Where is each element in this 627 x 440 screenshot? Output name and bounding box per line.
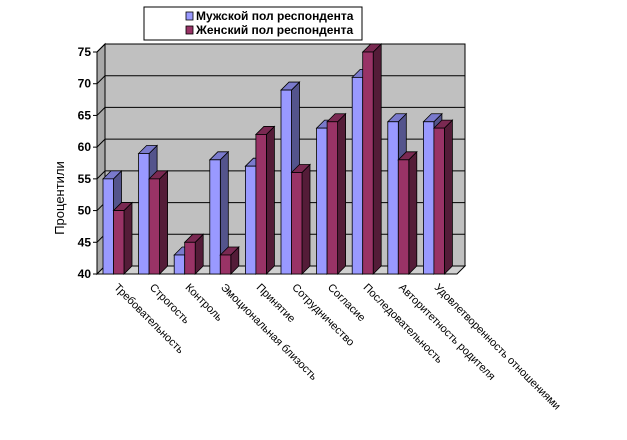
bar	[183, 233, 205, 275]
y-tick-label: 65	[78, 108, 92, 122]
bar	[208, 150, 230, 275]
y-tick-label: 75	[78, 45, 92, 59]
legend-box	[143, 6, 363, 41]
bar	[290, 163, 311, 275]
bar	[219, 246, 240, 275]
gridline	[96, 75, 465, 85]
y-axis-label: Процентили	[52, 161, 67, 235]
legend: Мужской пол респондента Женский пол респ…	[143, 6, 363, 41]
legend-label-female: Женский пол респондента	[195, 23, 354, 37]
gridline	[96, 106, 465, 116]
legend-swatch-female	[185, 25, 194, 35]
x-tick-label: Сотрудничество	[289, 282, 356, 349]
y-tick-label: 45	[78, 235, 92, 249]
bar	[361, 43, 383, 275]
bar	[112, 201, 133, 275]
legend-swatch-male	[185, 11, 194, 21]
bar	[148, 169, 169, 275]
y-tick-label: 60	[78, 140, 92, 154]
gridline	[96, 43, 465, 53]
y-tick-label: 70	[78, 77, 92, 91]
x-axis: ТребовательностьСтрогостьКонтрольЭмоцион…	[111, 282, 562, 413]
x-tick-label: Требовательность	[111, 282, 186, 357]
bar	[432, 119, 454, 275]
y-tick-label: 50	[78, 204, 92, 218]
bar	[326, 112, 347, 275]
x-tick-label: Удовлетворенность отношениями	[432, 282, 563, 413]
y-tick-label: 55	[78, 172, 92, 186]
bars	[102, 43, 454, 275]
legend-label-male: Мужской пол респондента	[196, 9, 354, 23]
bar	[254, 125, 276, 275]
y-tick-label: 40	[78, 267, 92, 281]
bar	[397, 150, 418, 275]
